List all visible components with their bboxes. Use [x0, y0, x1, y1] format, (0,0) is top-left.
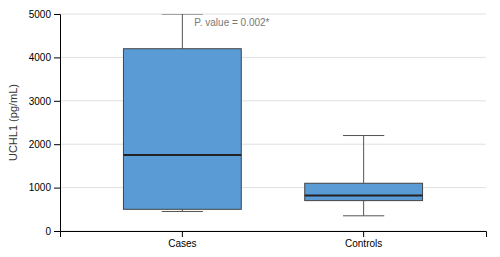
x-tick: Cases	[168, 231, 196, 249]
box-body	[123, 49, 241, 210]
grid	[60, 14, 486, 231]
y-tick-mark	[54, 57, 60, 58]
y-tick-mark	[54, 231, 60, 232]
x-tick-label: Controls	[345, 238, 382, 249]
y-axis-line	[54, 15, 61, 232]
y-tick: 2000	[29, 139, 60, 150]
upper-cap	[162, 14, 203, 15]
y-tick-label: 4000	[29, 52, 52, 63]
boxes	[123, 14, 422, 216]
annotation: P. value = 0.002*	[194, 17, 269, 28]
upper-whisker	[182, 14, 183, 49]
lower-cap	[162, 211, 203, 212]
y-tick-label: 0	[45, 226, 51, 237]
y-tick-mark	[54, 101, 60, 102]
y-axis-title: UCHL1 (pg/mL)	[7, 84, 19, 161]
median	[123, 154, 241, 156]
x-tick-mark	[363, 231, 364, 237]
y-tick: 4000	[29, 52, 60, 63]
y-tick: 0	[45, 226, 60, 237]
y-tick: 1000	[29, 182, 60, 193]
median	[305, 194, 423, 196]
y-axis: 0 1000 2000 3000 4000 5000	[29, 9, 61, 237]
y-tick-mark	[54, 14, 60, 15]
y-tick-label: 5000	[29, 9, 52, 20]
y-tick: 3000	[29, 96, 60, 107]
x-tick: Controls	[345, 231, 382, 249]
x-tick-label: Cases	[168, 238, 196, 249]
grid-line	[60, 14, 486, 15]
box-body	[305, 183, 423, 200]
plot: 0 1000 2000 3000 4000 5000 Cases Controls P. val…	[29, 9, 487, 249]
box	[123, 14, 241, 211]
y-tick-label: 3000	[29, 96, 52, 107]
y-tick: 5000	[29, 9, 60, 20]
chart: 0 1000 2000 3000 4000 5000 Cases Controls P. val…	[0, 0, 500, 257]
upper-whisker	[363, 136, 364, 184]
y-tick-label: 1000	[29, 182, 52, 193]
lower-cap	[343, 215, 384, 216]
box	[305, 136, 423, 216]
y-tick-mark	[54, 188, 60, 189]
y-tick-mark	[54, 144, 60, 145]
x-axis: Cases Controls	[61, 231, 487, 249]
y-tick-label: 2000	[29, 139, 52, 150]
upper-cap	[343, 135, 384, 136]
x-tick-mark	[182, 231, 183, 237]
lower-whisker	[363, 201, 364, 216]
x-axis-line	[61, 232, 487, 238]
